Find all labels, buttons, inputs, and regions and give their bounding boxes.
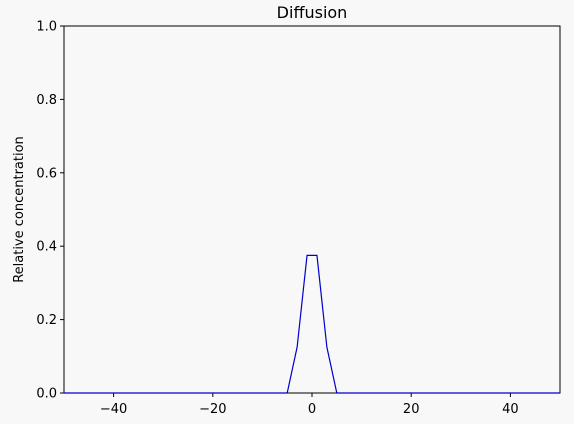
x-axis: −40 −20 0 20 40 bbox=[100, 393, 519, 417]
series-line bbox=[64, 254, 560, 394]
y-tick-label: 0.0 bbox=[36, 387, 57, 402]
y-tick-label: 0.8 bbox=[36, 93, 57, 108]
y-axis: 0.0 0.2 0.4 0.6 0.8 1.0 bbox=[36, 20, 64, 402]
plot-area bbox=[63, 25, 561, 394]
x-tick-label: −40 bbox=[100, 402, 127, 417]
y-tick-label: 0.6 bbox=[36, 166, 57, 181]
y-axis-label: Relative concentration bbox=[12, 136, 27, 283]
x-tick-label: 0 bbox=[308, 402, 316, 417]
y-tick-label: 0.2 bbox=[36, 313, 57, 328]
x-tick-label: 40 bbox=[502, 402, 519, 417]
x-tick-label: 20 bbox=[403, 402, 420, 417]
x-tick-label: −20 bbox=[199, 402, 226, 417]
y-tick-label: 0.4 bbox=[36, 240, 57, 255]
y-tick-label: 1.0 bbox=[36, 20, 57, 35]
chart-title: Diffusion bbox=[277, 3, 348, 22]
series-layer bbox=[64, 254, 560, 394]
